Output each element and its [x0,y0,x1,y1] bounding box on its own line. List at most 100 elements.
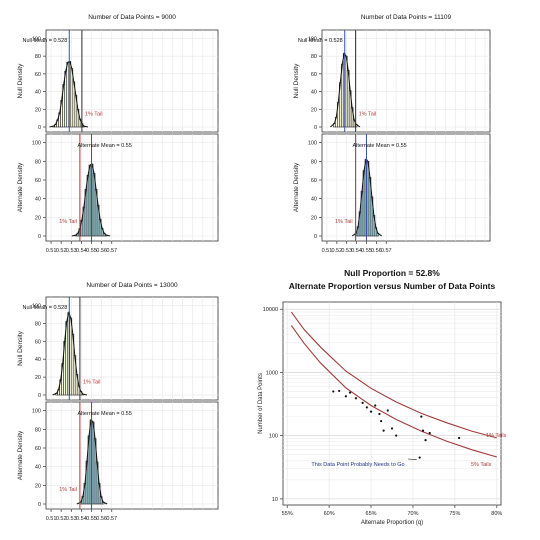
data-point [420,415,423,418]
y-axis-label: Alternate Density [17,162,24,212]
x-tick-label: 0.51 [46,248,57,254]
y-tick-label: 0 [314,234,317,240]
data-point [424,439,427,442]
x-axis-label: Alternate Proportion (q) [361,520,423,526]
alternate-density-panel: 0 20 40 60 80 100 Alternate Density Alternate M… [17,133,219,242]
y-tick-label: 100 [32,303,41,309]
five-percent-tail-curve [290,325,497,458]
x-tick-label: 0.53 [341,248,352,254]
x-tick-label: 0.53 [66,516,77,522]
tail-label: 1% Tail [335,219,353,225]
y-tick-label: 60 [311,178,317,184]
y-axis-label: Alternate Density [17,430,24,480]
data-point [457,436,461,440]
one-percent-tail-curve [290,311,497,439]
alternate-density-panel: 0 20 40 60 80 100 Alternate Density Alternate M… [17,401,219,510]
data-point [386,409,389,412]
y-tick-label: 0 [314,125,317,131]
x-tick-label: 0.51 [322,248,333,254]
curve-label: 1% Tails [486,433,507,439]
data-point [354,397,358,400]
x-tick-label: 75% [449,511,460,517]
plot-frame [282,301,502,506]
density-curve [351,158,383,237]
data-point [390,427,394,430]
histogram-bar [86,175,90,237]
data-point [382,429,385,432]
x-tick-label: 55% [282,511,293,517]
y-tick-label: 10000 [263,307,278,313]
chart-title: Number of Data Points = 9000 [88,14,176,21]
data-point [344,395,347,398]
y-tick-label: 20 [35,375,41,381]
x-tick-label: 0.54 [76,248,87,254]
y-axis-label: Number of Data Points [258,373,264,434]
histogram-bar [88,164,92,237]
alternate-density-panel: 0 20 40 60 80 100 Alternate Density Alternate M… [293,133,491,242]
x-tick-label: 0.54 [76,516,87,522]
proportion-chart: Null Proportion = 52.8% Alternate Proport… [258,268,507,526]
data-point [369,410,373,413]
chart-title: Number of Data Points = 11109 [361,14,452,21]
y-axis-label: Null Density [293,63,300,98]
y-tick-label: 80 [311,54,317,60]
y-axis-label: Null Density [17,330,24,365]
chart-title: Number of Data Points = 13000 [86,282,178,289]
x-tick-label: 0.52 [331,248,342,254]
y-tick-label: 60 [35,72,41,78]
x-tick-label: 0.56 [96,248,107,254]
data-point [332,390,335,393]
data-point [428,431,431,435]
y-tick-label: 100 [308,36,317,42]
data-point [338,389,341,393]
y-tick-label: 100 [32,409,41,415]
null-density-panel: 0 20 40 60 80 100 Null Density Null Mean = 0.52… [17,29,219,133]
tail-label: 1% Tail [85,112,103,118]
y-axis-label: Null Density [17,63,24,98]
data-point [378,412,381,416]
data-point [365,406,368,409]
x-tick-label: 0.57 [381,248,392,254]
mean-label: Null Mean = 0.528 [22,38,67,44]
null-density-panel: 0 20 40 60 80 100 Null Density Null Mean = 0.52… [17,296,219,401]
y-tick-label: 20 [35,107,41,113]
y-tick-label: 40 [311,197,317,203]
mean-label: Alternate Mean = 0.55 [78,143,132,149]
histogram-bar [66,62,70,128]
data-point [374,404,377,407]
x-tick-label: 65% [366,511,377,517]
y-tick-label: 40 [35,197,41,203]
chart-title: Null Proportion = 52.8% [344,268,440,278]
y-tick-label: 1000 [266,370,278,376]
data-point [380,419,383,423]
data-point [421,429,425,432]
y-tick-label: 20 [35,483,41,489]
y-tick-label: 100 [308,141,317,147]
x-tick-label: 60% [324,511,335,517]
x-tick-label: 0.56 [96,516,107,522]
y-tick-label: 40 [311,90,317,96]
y-tick-label: 60 [35,339,41,345]
y-tick-label: 20 [311,107,317,113]
tail-label: 1% Tail [83,380,101,386]
histogram-bar [69,317,73,396]
mean-label: Alternate Mean = 0.55 [352,143,406,149]
data-point [361,401,364,404]
y-tick-label: 60 [35,178,41,184]
y-tick-label: 80 [35,54,41,60]
mean-label: Null Mean = 0.528 [22,305,67,311]
tail-label: 1% Tail [359,112,377,118]
x-tick-label: 70% [407,511,418,517]
annotation-arrow [407,458,417,460]
mean-label: Alternate Mean = 0.55 [78,411,132,417]
x-tick-label: 80% [491,511,502,517]
x-tick-label: 0.55 [86,248,97,254]
x-tick-label: 0.54 [351,248,362,254]
y-tick-label: 100 [269,434,278,440]
y-tick-label: 40 [35,465,41,471]
mean-label: Null Mean = 0.528 [298,38,343,44]
y-tick-label: 40 [35,90,41,96]
curve-label: 5% Tails [471,462,492,468]
